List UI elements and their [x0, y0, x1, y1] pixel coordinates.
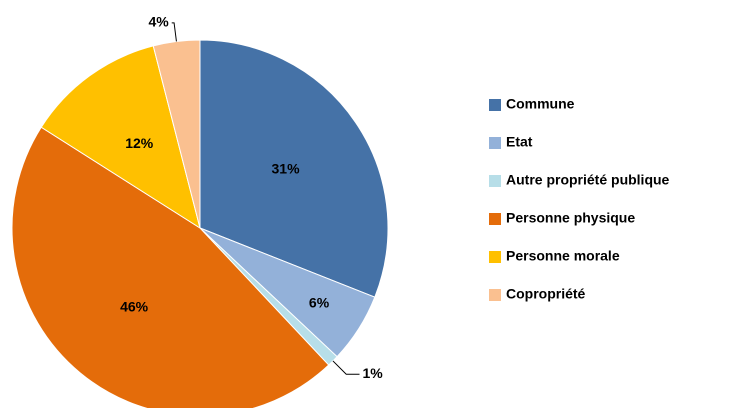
legend-label: Personne physique [506, 210, 635, 226]
legend-swatch [489, 289, 501, 301]
pie-slice [199, 39, 389, 298]
data-label: 4% [148, 14, 169, 30]
legend-swatch [489, 137, 501, 149]
leader-line [332, 360, 360, 375]
data-label: 6% [309, 294, 330, 310]
legend-label: Personne morale [506, 248, 620, 264]
data-label: 1% [363, 365, 384, 381]
legend-swatch [489, 213, 501, 225]
data-label: 46% [120, 298, 149, 314]
leader-line [171, 22, 177, 42]
legend-label: Commune [506, 96, 575, 112]
data-label: 31% [272, 161, 301, 177]
legend-label: Copropriété [506, 286, 586, 302]
legend-swatch [489, 251, 501, 263]
pie-slice [40, 45, 201, 230]
legend-label: Etat [506, 134, 533, 150]
legend-swatch [489, 175, 501, 187]
legend-label: Autre propriété publique [506, 172, 670, 188]
pie-slice [11, 126, 330, 408]
legend-swatch [489, 99, 501, 111]
pie-slice [152, 39, 201, 229]
data-label: 12% [125, 135, 154, 151]
